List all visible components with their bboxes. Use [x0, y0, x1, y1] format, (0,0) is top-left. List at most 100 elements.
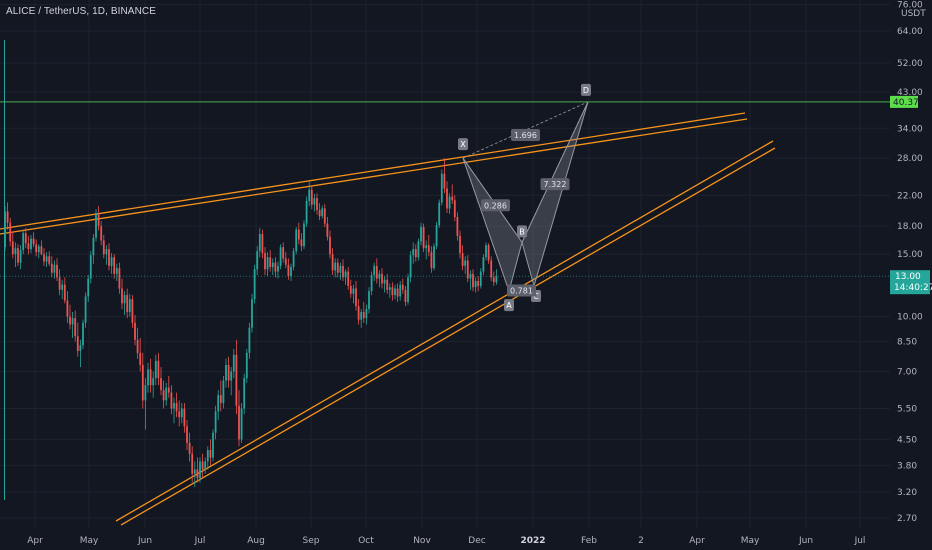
candle-body — [40, 246, 43, 255]
candle-body — [303, 223, 305, 247]
candle-body — [297, 229, 300, 240]
x-tick-label: Apr — [27, 536, 43, 546]
x-tick-label: Sep — [303, 536, 320, 546]
trendline[interactable] — [120, 147, 776, 526]
candle-body — [230, 371, 233, 381]
candle — [87, 275, 90, 302]
candle-body — [43, 254, 45, 262]
candle-body — [136, 339, 139, 353]
candle-body — [225, 364, 227, 381]
x-tick-label: Jul — [194, 536, 206, 546]
pattern-point-d[interactable]: D — [581, 83, 591, 96]
candle-body — [170, 392, 173, 409]
candle-body — [35, 244, 38, 253]
candle — [394, 284, 396, 300]
candle-body — [238, 405, 240, 440]
symbol-title[interactable]: ALICE / TetherUS, 1D, BINANCE — [6, 6, 156, 17]
candle-body — [154, 360, 157, 379]
candle — [430, 246, 433, 273]
candle — [199, 457, 201, 483]
x-tick-label: Jul — [854, 536, 866, 546]
candle-body — [87, 278, 90, 297]
candle-body — [222, 380, 225, 404]
y-tick-label: 43.00 — [897, 88, 923, 98]
y-tick-label: 34.00 — [897, 124, 923, 134]
pattern-ratio-badge: 1.696 — [511, 129, 540, 142]
candle-body — [105, 249, 108, 255]
candle — [466, 255, 469, 283]
trendline[interactable] — [0, 118, 748, 235]
y-tick-label: 3.80 — [897, 461, 917, 471]
candle — [167, 375, 170, 398]
candle — [459, 230, 461, 259]
candle — [253, 264, 256, 304]
candle — [391, 282, 394, 301]
candle — [344, 269, 347, 285]
candle — [375, 258, 378, 284]
candle-body — [446, 188, 448, 209]
price-axis[interactable]: 76.00 64.00 52.00 43.00 34.00 28.00 22.00 18.00… — [890, 1, 932, 524]
candle — [407, 273, 409, 305]
trendline[interactable] — [115, 140, 774, 522]
candle-body — [251, 299, 253, 328]
ratio-badge-bg — [507, 284, 536, 297]
candle — [368, 287, 370, 314]
candle-body — [360, 312, 363, 320]
candle — [290, 263, 292, 282]
candle-body — [56, 264, 58, 278]
target-price-tag[interactable]: 40.37 — [890, 95, 919, 108]
candle-body — [183, 408, 186, 427]
ratio-badge-bg — [481, 199, 510, 212]
candle — [30, 234, 32, 254]
candle-body — [204, 461, 207, 470]
candle-body — [295, 229, 298, 252]
candle — [303, 220, 305, 250]
x-tick-label: Jun — [137, 536, 152, 546]
candle — [386, 273, 389, 294]
y-tick-label: 7.00 — [897, 367, 917, 377]
y-tick-label: 2.70 — [897, 514, 917, 524]
candle-body — [144, 385, 147, 401]
candle-body — [414, 249, 417, 258]
candle — [134, 315, 136, 346]
candle-body — [180, 408, 183, 418]
trendline[interactable] — [0, 112, 746, 230]
candle — [370, 271, 373, 296]
candle-body — [24, 233, 27, 244]
candle-body — [323, 208, 326, 224]
candle — [258, 227, 261, 258]
candle — [245, 348, 248, 383]
candle — [48, 251, 51, 266]
x-tick-label: Oct — [358, 536, 374, 546]
candle-body — [152, 378, 155, 386]
pattern-point-x[interactable]: X — [458, 138, 468, 151]
candle-body — [217, 395, 220, 412]
pattern-point-b[interactable]: B — [517, 225, 527, 238]
harmonic-pattern[interactable]: X A B C D 1.696 0.286 7.322 0.781 — [458, 83, 591, 312]
candle-body — [258, 234, 261, 252]
candle — [209, 439, 212, 466]
candle — [238, 390, 240, 447]
candle-body — [464, 260, 467, 266]
candle-body — [79, 345, 82, 351]
candle — [357, 299, 360, 325]
candle — [336, 258, 339, 278]
candle-body — [438, 202, 441, 226]
candle-body — [469, 273, 472, 279]
candle — [271, 258, 274, 276]
candle-body — [417, 241, 420, 258]
candle — [339, 262, 342, 280]
candle-body — [339, 265, 342, 273]
pattern-point-a[interactable]: A — [504, 299, 514, 312]
candle — [9, 217, 12, 247]
candle-body — [243, 378, 246, 409]
ratio-badge-text: 0.781 — [510, 287, 533, 296]
candle-body — [186, 426, 188, 443]
candle — [71, 312, 74, 338]
candle — [409, 251, 412, 283]
candle-body — [110, 257, 113, 266]
time-axis[interactable]: Apr May Jun Jul Aug Sep Oct Nov Dec 2022 Feb 2 Apr Ma… — [27, 536, 865, 546]
candle-body — [121, 288, 123, 304]
